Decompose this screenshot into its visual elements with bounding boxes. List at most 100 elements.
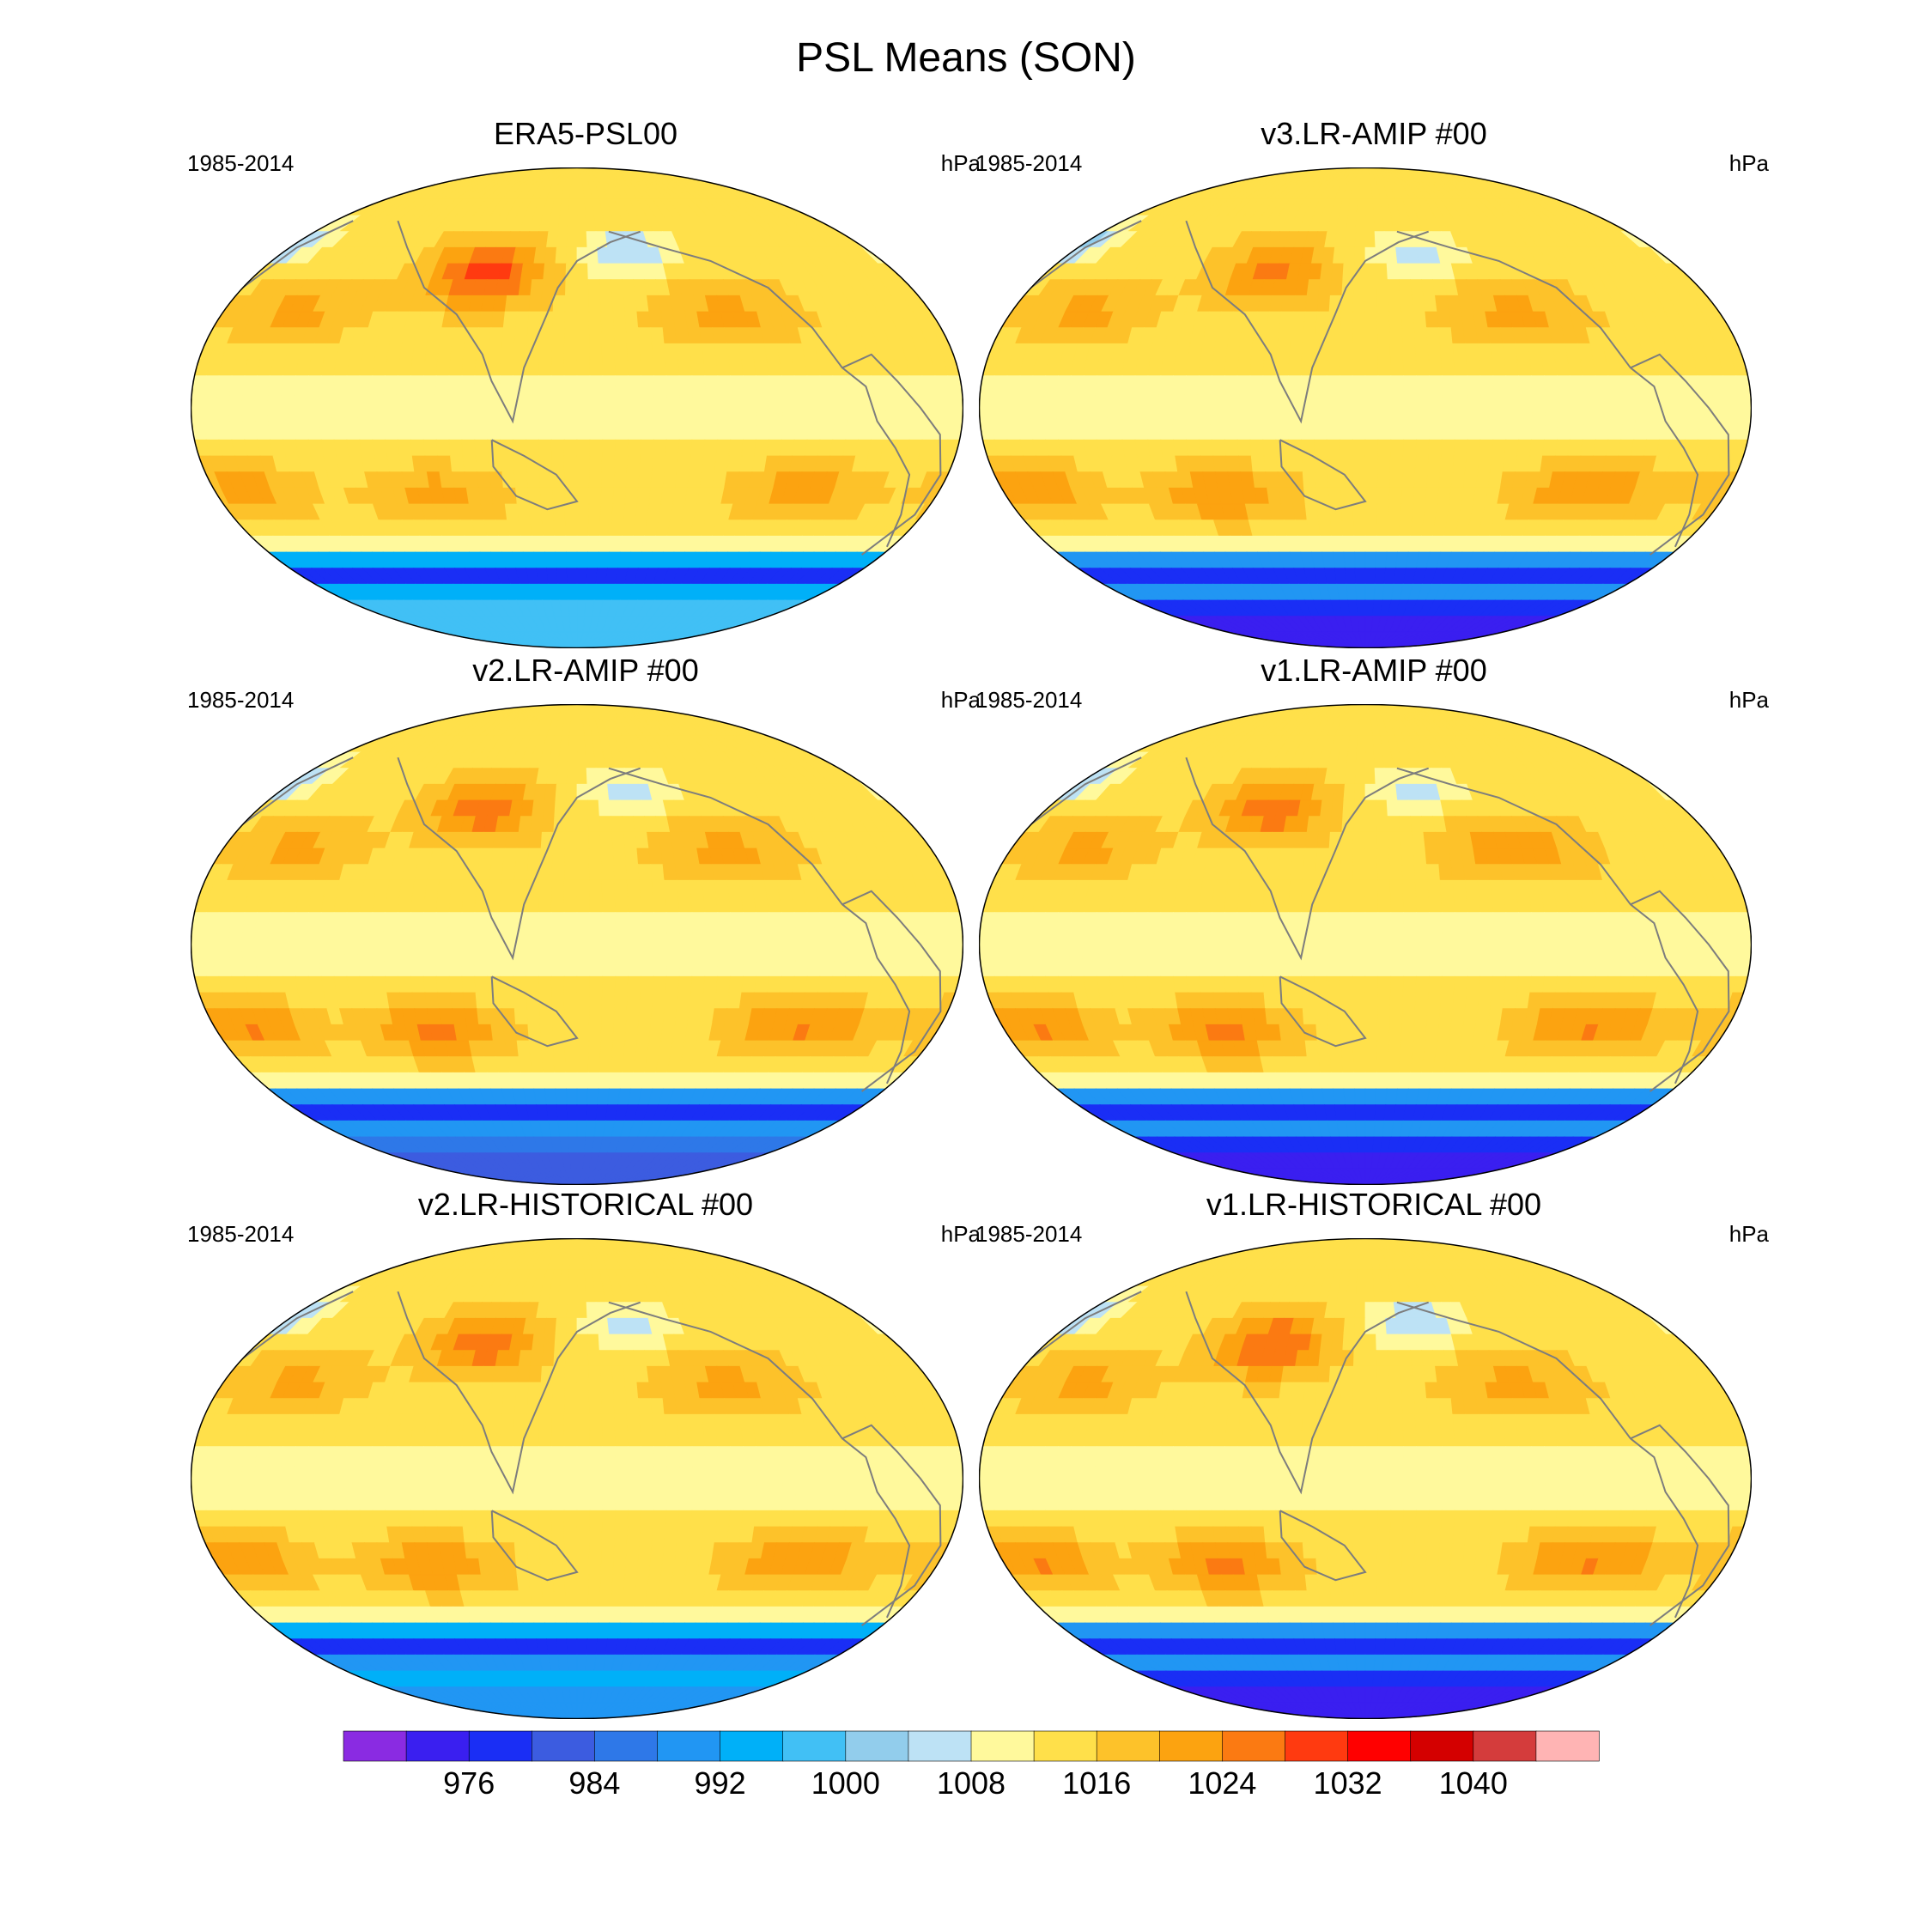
- field-cell: [1173, 359, 1188, 377]
- field-cell: [1354, 568, 1366, 585]
- field-cell: [346, 896, 362, 914]
- field-cell: [615, 960, 629, 977]
- field-cell: [538, 407, 552, 425]
- field-cell: [490, 487, 506, 505]
- field-cell: [1518, 375, 1534, 392]
- field-cell: [410, 439, 426, 457]
- field-cell: [473, 944, 488, 962]
- field-cell: [502, 311, 518, 329]
- field-cell: [705, 391, 720, 409]
- field-cell: [216, 944, 231, 962]
- field-cell: [756, 960, 771, 977]
- field-cell: [1339, 407, 1353, 425]
- field-cell: [550, 423, 565, 440]
- field-cell: [628, 960, 642, 977]
- field-cell: [1318, 519, 1333, 537]
- field-cell: [1352, 471, 1366, 489]
- field-cell: [460, 927, 475, 945]
- field-cell: [1353, 535, 1366, 553]
- field-cell: [1477, 343, 1492, 361]
- field-cell: [718, 407, 732, 425]
- field-cell: [576, 295, 590, 313]
- field-cell: [1390, 423, 1405, 440]
- field-cell: [653, 975, 667, 993]
- field-cell: [1506, 391, 1521, 409]
- field-cell: [1556, 375, 1572, 392]
- field-cell: [228, 391, 244, 409]
- field-cell: [319, 927, 333, 945]
- field-cell: [563, 471, 578, 489]
- field-cell: [576, 599, 586, 617]
- field-cell: [1429, 391, 1443, 409]
- field-cell: [1437, 311, 1452, 329]
- field-cell: [781, 912, 796, 929]
- field-cell: [485, 631, 545, 648]
- field-cell: [1454, 423, 1469, 440]
- field-cell: [1261, 375, 1277, 392]
- field-cell: [1369, 631, 1385, 648]
- field-cell: [715, 359, 732, 377]
- field-cell: [1364, 391, 1379, 409]
- field-cell: [627, 439, 641, 457]
- field-cell: [576, 992, 591, 1010]
- field-cell: [1340, 487, 1354, 505]
- field-cell: [1158, 423, 1175, 440]
- field-cell: [1004, 391, 1019, 409]
- field-cell: [1236, 391, 1250, 409]
- field-cell: [1377, 407, 1392, 425]
- field-cell: [674, 471, 690, 489]
- field-cell: [576, 487, 590, 505]
- field-cell: [460, 944, 475, 962]
- field-cell: [744, 944, 758, 962]
- field-cell: [692, 407, 707, 425]
- field-cell: [638, 471, 653, 489]
- field-cell: [1373, 631, 1397, 648]
- field-cell: [358, 912, 374, 929]
- field-cell: [268, 912, 283, 929]
- field-cell: [345, 960, 361, 977]
- field-cell: [383, 423, 398, 440]
- field-cell: [540, 503, 555, 521]
- field-cell: [1225, 343, 1241, 361]
- field-cell: [628, 423, 642, 440]
- field-cell: [714, 455, 730, 473]
- field-cell: [896, 960, 912, 977]
- field-cell: [588, 831, 602, 849]
- field-cell: [589, 423, 604, 440]
- field-cell: [636, 487, 652, 505]
- field-cell: [545, 768, 559, 785]
- field-cell: [1212, 455, 1229, 473]
- field-cell: [703, 896, 719, 914]
- field-cell: [1329, 519, 1344, 537]
- field-cell: [280, 944, 295, 962]
- field-cell: [691, 375, 707, 392]
- map-panel: v3.LR-AMIP #00 1985-2014 hPa: [975, 116, 1769, 657]
- field-cell: [486, 423, 501, 440]
- field-cell: [576, 960, 591, 977]
- field-cell: [601, 455, 616, 473]
- field-cell: [690, 975, 706, 993]
- field-cell: [587, 263, 600, 281]
- field-cell: [934, 375, 951, 392]
- field-cell: [1711, 391, 1727, 409]
- field-cell: [1607, 375, 1623, 392]
- field-cell: [641, 960, 655, 977]
- field-cell: [1095, 375, 1110, 392]
- field-cell: [1197, 407, 1212, 425]
- field-cell: [1236, 359, 1252, 377]
- field-cell: [490, 848, 506, 866]
- field-cell: [782, 407, 797, 425]
- field-cell: [587, 816, 601, 833]
- field-cell: [1583, 391, 1598, 409]
- field-cell: [434, 912, 450, 929]
- field-cell: [1402, 439, 1418, 457]
- field-cell: [500, 896, 514, 914]
- field-cell: [1334, 631, 1358, 648]
- field-cell: [936, 944, 951, 962]
- field-cell: [613, 327, 628, 344]
- field-cell: [611, 1040, 626, 1058]
- field-cell: [795, 391, 810, 409]
- field-cell: [1287, 375, 1302, 392]
- field-cell: [588, 487, 603, 505]
- field-cell: [1452, 343, 1467, 361]
